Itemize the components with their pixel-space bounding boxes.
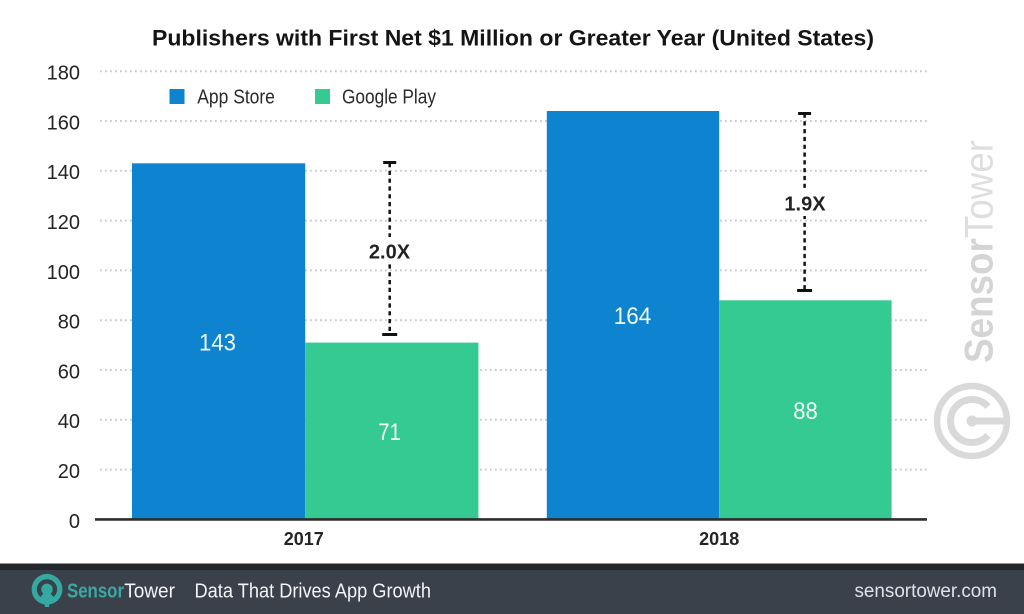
svg-text:71: 71	[378, 419, 401, 446]
svg-text:2.0X: 2.0X	[369, 241, 411, 263]
svg-text:2017: 2017	[284, 529, 324, 549]
svg-text:Google Play: Google Play	[342, 87, 436, 109]
svg-text:0: 0	[69, 511, 80, 533]
svg-text:Sensor: Sensor	[67, 581, 124, 603]
svg-text:40: 40	[58, 411, 80, 433]
svg-text:140: 140	[47, 162, 80, 184]
svg-text:Publishers with First Net $1 M: Publishers with First Net $1 Million or …	[152, 26, 874, 51]
svg-text:80: 80	[58, 312, 80, 334]
svg-text:SensorTower: SensorTower	[958, 140, 1002, 363]
svg-text:2018: 2018	[699, 529, 739, 549]
svg-text:60: 60	[58, 361, 80, 383]
svg-text:App Store: App Store	[197, 87, 275, 109]
svg-text:160: 160	[47, 112, 80, 134]
svg-text:180: 180	[47, 63, 80, 85]
svg-text:164: 164	[614, 303, 652, 330]
svg-text:Tower: Tower	[124, 581, 175, 603]
svg-text:143: 143	[199, 329, 236, 356]
svg-text:100: 100	[47, 262, 80, 284]
svg-text:Data That Drives App Growth: Data That Drives App Growth	[195, 581, 432, 603]
svg-text:120: 120	[47, 212, 80, 234]
svg-text:sensortower.com: sensortower.com	[855, 581, 998, 602]
svg-text:1.9X: 1.9X	[784, 194, 826, 216]
svg-text:88: 88	[793, 398, 818, 425]
svg-text:20: 20	[58, 461, 80, 483]
